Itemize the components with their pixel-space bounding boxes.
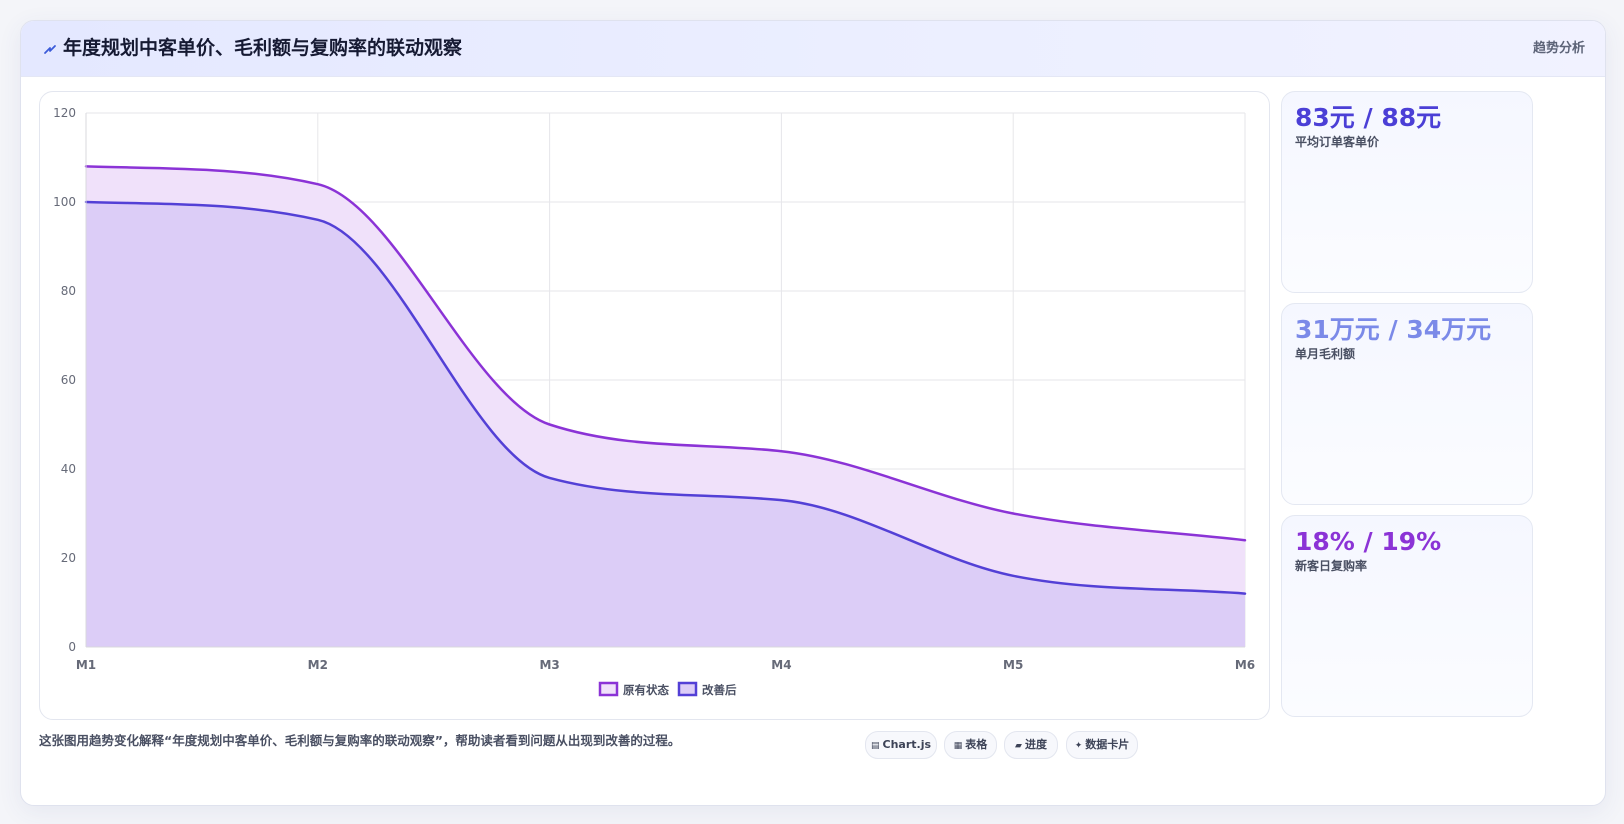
x-tick-label: M4 — [771, 658, 791, 672]
data-point — [1244, 539, 1247, 542]
y-tick-label: 0 — [68, 640, 76, 654]
y-tick-label: 100 — [53, 195, 76, 209]
data-point — [780, 499, 783, 502]
series-line-1 — [84, 200, 1247, 595]
chart-card: 年度规划中客单价、毛利额与复购率的联动观察 趋势分析 0 20 40 60 80 100 1… — [20, 20, 1606, 806]
kpi-value: 31万元 / 34万元 — [1295, 315, 1492, 344]
x-tick-label: M3 — [539, 658, 559, 672]
chip-chartjs[interactable]: ▤ Chart.js — [865, 731, 937, 759]
page-title: 年度规划中客单价、毛利额与复购率的联动观察 — [63, 37, 463, 59]
data-point — [780, 450, 783, 453]
table-icon: ▦ — [953, 741, 963, 751]
chart-icon: ▤ — [870, 741, 880, 751]
progress-icon: ▰ — [1015, 741, 1022, 751]
sparkle-icon: ✦ — [1074, 741, 1083, 751]
data-point — [1012, 574, 1015, 577]
data-point — [1244, 592, 1247, 595]
y-tick-label: 20 — [61, 551, 76, 565]
legend-label: 改善后 — [702, 683, 737, 697]
series-area-1 — [86, 202, 1245, 647]
chip-data-cards[interactable]: ✦ 数据卡片 — [1066, 731, 1138, 759]
chip-label: 数据卡片 — [1085, 738, 1130, 751]
kpi-label: 单月毛利额 — [1295, 347, 1356, 361]
y-tick-label: 60 — [61, 373, 76, 387]
x-tick-label: M2 — [308, 658, 328, 672]
kpi-value: 18% / 19% — [1295, 527, 1442, 556]
y-tick-label: 40 — [61, 462, 76, 476]
kpi-label: 平均订单客单价 — [1295, 135, 1380, 149]
trend-bolt-icon — [44, 45, 56, 54]
data-point — [548, 476, 551, 479]
data-point — [1012, 512, 1015, 515]
legend-label: 原有状态 — [623, 683, 669, 697]
chart-caption: 这张图用趋势变化解释“年度规划中客单价、毛利额与复购率的联动观察”，帮助读者看到… — [39, 733, 681, 748]
area-chart: 0 20 40 60 80 100 120 M1 M2 M3 M4 M5 M6 原有状态 改善后 — [53, 106, 1255, 697]
chart-panel: 0 20 40 60 80 100 120 M1 M2 M3 M4 M5 M6 原有状态 改善后 — [39, 91, 1270, 720]
chip-label: 表格 — [965, 738, 988, 751]
data-point — [548, 423, 551, 426]
y-tick-label: 120 — [53, 106, 76, 120]
kpi-card-gross-profit: 31万元 / 34万元 单月毛利额 — [1281, 303, 1533, 505]
kpi-card-repurchase: 18% / 19% 新客日复购率 — [1281, 515, 1533, 717]
chip-label: Chart.js — [882, 738, 932, 751]
y-tick-label: 80 — [61, 284, 76, 298]
x-tick-label: M5 — [1003, 658, 1023, 672]
series-line-0 — [84, 165, 1247, 542]
data-point — [316, 183, 319, 186]
chip-table[interactable]: ▦ 表格 — [944, 731, 997, 759]
legend-swatch — [677, 681, 698, 697]
card-header: 年度规划中客单价、毛利额与复购率的联动观察 趋势分析 — [21, 21, 1605, 77]
chip-label: 进度 — [1024, 738, 1047, 751]
header-tag: 趋势分析 — [1532, 41, 1585, 56]
kpi-value: 83元 / 88元 — [1295, 103, 1442, 132]
x-tick-label: M6 — [1235, 658, 1255, 672]
kpi-label: 新客日复购率 — [1295, 559, 1368, 573]
chip-progress[interactable]: ▰ 进度 — [1004, 731, 1058, 759]
x-tick-label: M1 — [76, 658, 96, 672]
legend-swatch — [598, 681, 619, 697]
data-point — [316, 218, 319, 221]
kpi-card-avg-order: 83元 / 88元 平均订单客单价 — [1281, 91, 1533, 293]
